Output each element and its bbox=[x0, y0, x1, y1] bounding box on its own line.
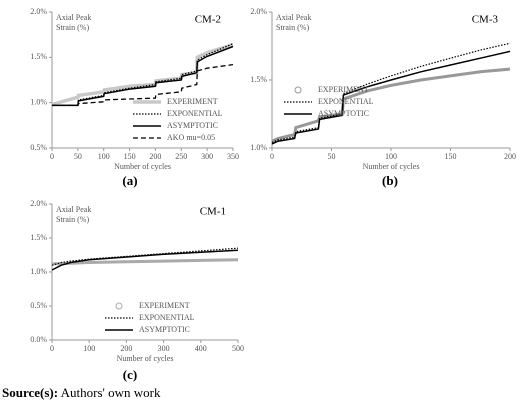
x-tick-label: 250 bbox=[175, 152, 187, 161]
x-tick-label: 500 bbox=[232, 344, 244, 353]
legend-label: EXPONENTIAL bbox=[139, 313, 195, 322]
panel-label: (b) bbox=[382, 173, 398, 188]
legend-label: EXPERIMENT bbox=[167, 97, 218, 106]
y-axis-label: Strain (%) bbox=[56, 215, 89, 224]
y-tick-label: 0.5% bbox=[30, 143, 47, 152]
y-tick-label: 2.0% bbox=[30, 199, 47, 208]
y-tick-label: 0.0% bbox=[30, 335, 47, 344]
legend-label: EXPERIMENT bbox=[139, 301, 190, 310]
y-axis-label: Axial Peak bbox=[276, 13, 311, 22]
x-tick-label: 200 bbox=[149, 152, 161, 161]
x-tick-label: 50 bbox=[74, 152, 82, 161]
y-tick-label: 1.0% bbox=[250, 143, 267, 152]
chart-title: CM-3 bbox=[472, 14, 499, 26]
x-tick-label: 350 bbox=[227, 152, 239, 161]
series-line bbox=[271, 42, 511, 144]
x-tick-label: 150 bbox=[445, 152, 457, 161]
y-axis-label: Axial Peak bbox=[56, 205, 91, 214]
y-tick-label: 1.0% bbox=[30, 97, 47, 106]
x-tick-label: 200 bbox=[504, 152, 516, 161]
series-line bbox=[271, 50, 511, 145]
source-text: Authors' own work bbox=[61, 385, 161, 400]
y-axis-label: Strain (%) bbox=[276, 23, 309, 32]
legend-label: EXPERIMENT bbox=[318, 85, 369, 94]
series-line bbox=[51, 249, 239, 271]
x-tick-label: 300 bbox=[201, 152, 213, 161]
source-label: Source(s): bbox=[2, 385, 58, 400]
x-tick-label: 50 bbox=[328, 152, 336, 161]
y-tick-label: 2.0% bbox=[30, 7, 47, 16]
legend-label: EXPONENTIAL bbox=[167, 109, 223, 118]
x-tick-label: 0 bbox=[50, 152, 54, 161]
y-tick-label: 1.5% bbox=[250, 75, 267, 84]
y-axis-label: Axial Peak bbox=[56, 13, 91, 22]
x-tick-label: 400 bbox=[195, 344, 207, 353]
y-tick-label: 2.0% bbox=[250, 7, 267, 16]
x-axis-label: Number of cycles bbox=[117, 354, 174, 363]
x-axis-label: Number of cycles bbox=[363, 162, 420, 171]
source: Source(s): Authors' own work bbox=[2, 385, 161, 400]
legend-label: ASYMPTOTIC bbox=[318, 109, 369, 118]
x-tick-label: 150 bbox=[124, 152, 136, 161]
x-tick-label: 0 bbox=[50, 344, 54, 353]
legend-label: ASYMPTOTIC bbox=[139, 325, 190, 334]
x-tick-label: 300 bbox=[158, 344, 170, 353]
chart-title: CM-2 bbox=[195, 14, 221, 26]
legend-marker bbox=[115, 302, 123, 310]
y-tick-label: 1.5% bbox=[30, 52, 47, 61]
legend-label: EXPONENTIAL bbox=[318, 97, 374, 106]
panel-label: (c) bbox=[123, 367, 137, 382]
panel-label: (a) bbox=[122, 173, 137, 188]
series-line bbox=[52, 258, 239, 266]
legend-marker bbox=[294, 86, 302, 94]
legend-label: ASYMPTOTIC bbox=[167, 121, 218, 130]
x-tick-label: 200 bbox=[120, 344, 132, 353]
x-tick-label: 100 bbox=[385, 152, 397, 161]
series-line bbox=[51, 42, 234, 107]
legend-label: AKO mu=0.05 bbox=[167, 133, 215, 142]
chart-title: CM-1 bbox=[200, 206, 226, 218]
series-line bbox=[52, 45, 234, 107]
series-line bbox=[52, 63, 234, 107]
x-axis-label: Number of cycles bbox=[114, 162, 171, 171]
y-axis-label: Strain (%) bbox=[56, 23, 89, 32]
x-tick-label: 0 bbox=[270, 152, 274, 161]
x-tick-label: 100 bbox=[83, 344, 95, 353]
x-tick-label: 100 bbox=[98, 152, 110, 161]
y-tick-label: 0.5% bbox=[30, 301, 47, 310]
y-tick-label: 1.0% bbox=[30, 267, 47, 276]
y-tick-label: 1.5% bbox=[30, 233, 47, 242]
